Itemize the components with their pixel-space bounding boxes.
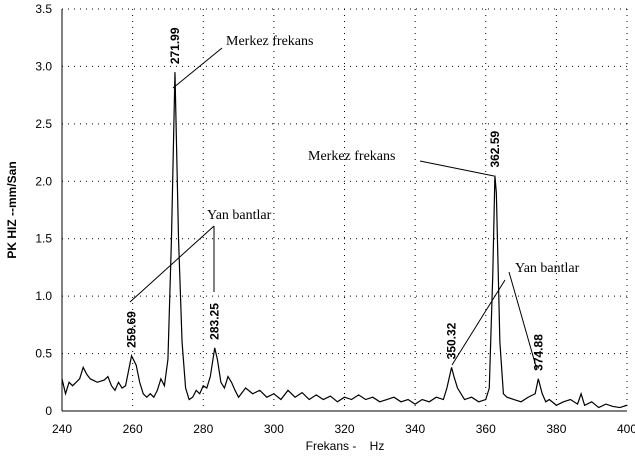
x-tick-label: 280 [193, 422, 213, 436]
annotation: Merkez frekans [226, 34, 313, 49]
x-tick-label: 300 [264, 422, 284, 436]
peak-label: 259.69 [125, 311, 139, 348]
series-line [61, 72, 628, 409]
peak-label: 271.99 [168, 27, 182, 64]
x-tick-label: 340 [405, 422, 425, 436]
y-axis-title: PK HIZ --mm/San [5, 161, 19, 258]
y-tick-label: 3.5 [35, 2, 52, 16]
x-tick-label: 400 [617, 422, 635, 436]
leader-line [172, 47, 223, 89]
annotation: Yan bantlar [515, 261, 580, 276]
x-axis-title: Frekans - Hz [306, 439, 385, 453]
x-tick-label: 380 [546, 422, 566, 436]
leader-line [508, 271, 538, 371]
y-tick-label: 1.0 [35, 289, 52, 303]
y-tick-label: 1.5 [35, 232, 52, 246]
leader-line [451, 279, 506, 366]
x-tick-label: 240 [52, 422, 72, 436]
peak-label: 374.88 [531, 334, 545, 371]
y-tick-label: 2.0 [35, 174, 52, 188]
y-tick-label: 2.5 [35, 117, 52, 131]
y-tick-label: 3.0 [35, 59, 52, 73]
y-tick-label: 0 [45, 404, 52, 418]
leader-line [129, 225, 215, 303]
peak-label: 362.59 [488, 131, 502, 168]
y-tick-label: 0.5 [35, 347, 52, 361]
peak-label: 283.25 [208, 303, 222, 340]
peak-label: 350.32 [445, 322, 459, 359]
x-tick-label: 360 [476, 422, 496, 436]
x-tick-label: 320 [334, 422, 354, 436]
annotation: Yan bantlar [207, 208, 272, 223]
annotation: Merkez frekans [308, 149, 395, 164]
leader-line [419, 160, 495, 177]
x-tick-label: 260 [123, 422, 143, 436]
